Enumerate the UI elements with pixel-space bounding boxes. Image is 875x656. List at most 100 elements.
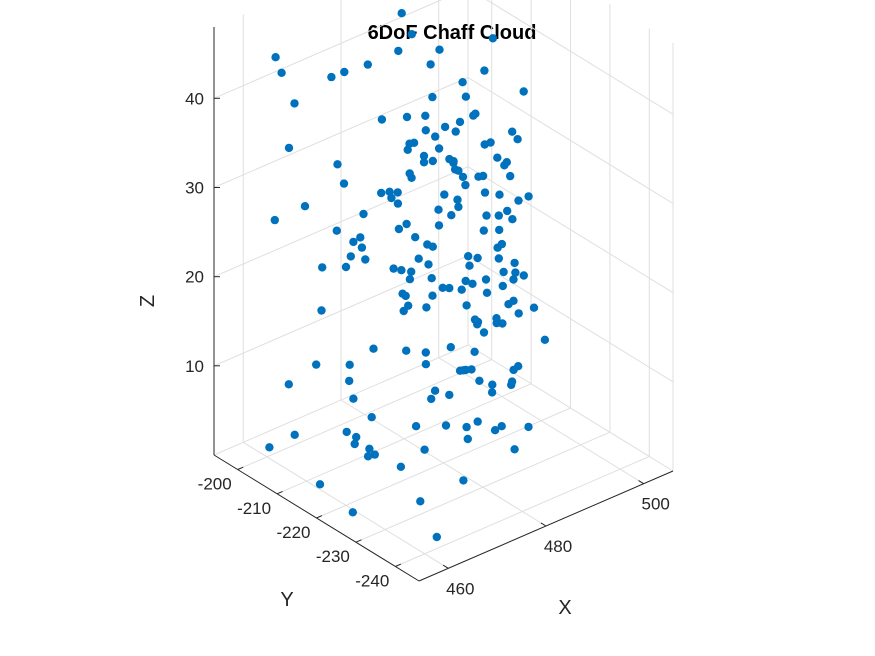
y-tick-mark: [238, 467, 244, 469]
grid-line-floor-y: [238, 360, 492, 470]
data-point: [420, 446, 428, 454]
data-point: [470, 348, 478, 356]
data-point: [508, 128, 516, 136]
data-point: [351, 440, 359, 448]
data-point: [474, 417, 482, 425]
data-point: [407, 268, 415, 276]
data-point: [422, 348, 430, 356]
data-point: [265, 443, 273, 451]
data-point: [509, 297, 517, 305]
data-point: [317, 306, 325, 314]
data-point: [285, 144, 293, 152]
data-point: [427, 395, 435, 403]
data-point: [464, 252, 472, 260]
data-point: [465, 262, 473, 270]
data-point: [510, 259, 518, 267]
data-point: [520, 271, 528, 279]
y-axis-label: Y: [280, 589, 293, 611]
data-point: [356, 233, 364, 241]
data-point: [435, 46, 443, 54]
data-point: [369, 345, 377, 353]
data-point: [495, 254, 503, 262]
data-point: [345, 377, 353, 385]
data-point: [271, 53, 279, 61]
data-point: [398, 290, 406, 298]
data-point: [290, 99, 298, 107]
data-point: [358, 243, 366, 251]
data-point: [462, 366, 470, 374]
y-tick-label: -220: [276, 523, 310, 542]
data-point: [433, 533, 441, 541]
data-point: [493, 154, 501, 162]
data-point: [333, 227, 341, 235]
data-point: [431, 132, 439, 140]
data-point: [435, 144, 443, 152]
data-point: [469, 111, 477, 119]
data-point: [343, 428, 351, 436]
data-point: [508, 215, 516, 223]
data-point: [402, 347, 410, 355]
x-tick-mark: [443, 565, 448, 568]
data-point: [508, 377, 516, 385]
data-point: [461, 181, 469, 189]
data-point: [509, 366, 517, 374]
data-point: [499, 268, 507, 276]
data-point: [429, 157, 437, 165]
data-point: [352, 433, 360, 441]
data-point: [316, 480, 324, 488]
data-point: [503, 207, 511, 215]
data-point: [515, 309, 523, 317]
data-point: [491, 426, 499, 434]
data-point: [482, 275, 490, 283]
data-point: [439, 284, 447, 292]
data-point: [405, 140, 413, 148]
data-point: [404, 302, 412, 310]
data-point: [333, 160, 341, 168]
data-point: [342, 263, 350, 271]
data-point: [318, 263, 326, 271]
data-point: [481, 140, 489, 148]
data-point: [394, 199, 402, 207]
data-point: [416, 497, 424, 505]
data-point: [377, 189, 385, 197]
x-tick-mark: [639, 481, 644, 484]
data-point: [458, 78, 466, 86]
data-point: [474, 173, 482, 181]
data-point: [364, 60, 372, 68]
data-point: [492, 314, 500, 322]
data-point: [435, 221, 443, 229]
z-tick-label: 10: [185, 357, 204, 376]
tick-layer: 460480500-200-210-220-230-24010203040: [185, 89, 670, 598]
data-point: [397, 463, 405, 471]
data-point: [458, 286, 466, 294]
data-point: [285, 380, 293, 388]
data-point: [530, 304, 538, 312]
data-point: [510, 445, 518, 453]
z-tick-label: 30: [185, 179, 204, 198]
data-point: [473, 254, 481, 262]
data-point: [291, 431, 299, 439]
data-point: [408, 30, 416, 38]
y-tick-label: -240: [355, 572, 389, 591]
data-point: [456, 118, 464, 126]
x-tick-mark: [541, 523, 546, 526]
data-point: [340, 179, 348, 187]
data-point: [541, 336, 549, 344]
data-point: [365, 445, 373, 453]
data-point: [428, 274, 436, 282]
data-point: [462, 93, 470, 101]
x-tick-label: 500: [642, 495, 670, 514]
data-point: [503, 158, 511, 166]
data-point: [378, 115, 386, 123]
data-point: [423, 240, 431, 248]
data-point: [301, 202, 309, 210]
y-tick-mark: [395, 564, 401, 566]
z-tick-label: 40: [185, 89, 204, 108]
y-tick-mark: [317, 516, 323, 518]
grid-line-floor-y: [277, 384, 531, 494]
x-axis-label: X: [558, 597, 571, 619]
data-point: [509, 275, 517, 283]
grid-line-floor-y: [356, 432, 610, 542]
data-point: [499, 282, 507, 290]
data-point: [480, 66, 488, 74]
